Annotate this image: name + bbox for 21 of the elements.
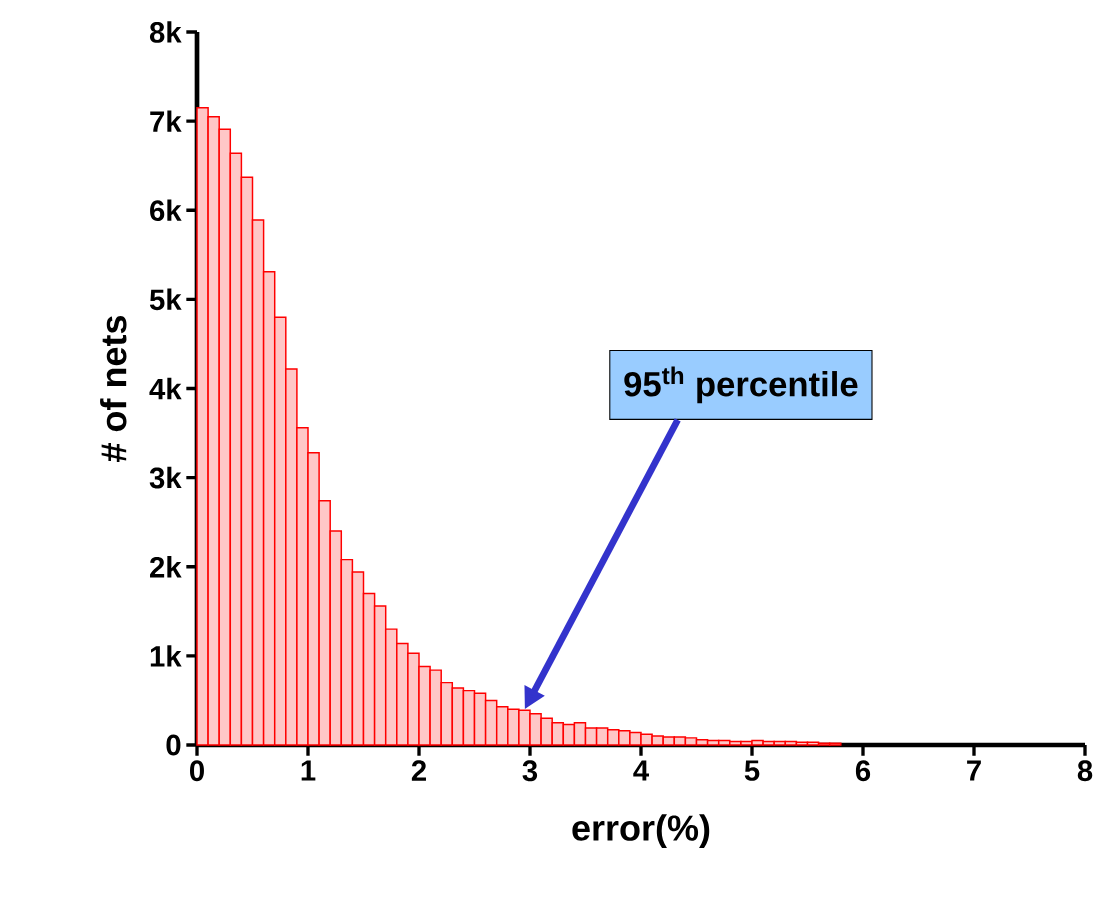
y-axis-title: # of nets [100,315,127,462]
x-tick-label: 3 [522,760,538,782]
y-tick-label: 0 [166,734,181,756]
y-tick-label: 4k [149,377,182,400]
y-tick-label: 1k [150,645,182,667]
y-tick-label: 3k [149,466,182,489]
x-tick-label: 4 [633,760,650,781]
y-tick-label: 7k [150,110,182,132]
x-tick-label: 8 [1077,760,1093,782]
annotation: 95$^{th}$ percentile [624,366,858,404]
x-tick-label: 1 [301,760,316,781]
x-axis-title: error(%) [572,814,710,848]
x-tick-label: 6 [855,760,871,782]
y-tick-label: 5k [149,288,182,311]
y-tick-label: 8k [149,21,182,43]
x-tick-label: 2 [411,760,426,781]
x-tick-label: 7 [967,760,981,781]
x-tick-label: 0 [190,760,204,782]
y-tick-label: 6k [150,199,182,222]
y-tick-label: 2k [150,556,182,578]
x-tick-label: 5 [744,760,760,781]
